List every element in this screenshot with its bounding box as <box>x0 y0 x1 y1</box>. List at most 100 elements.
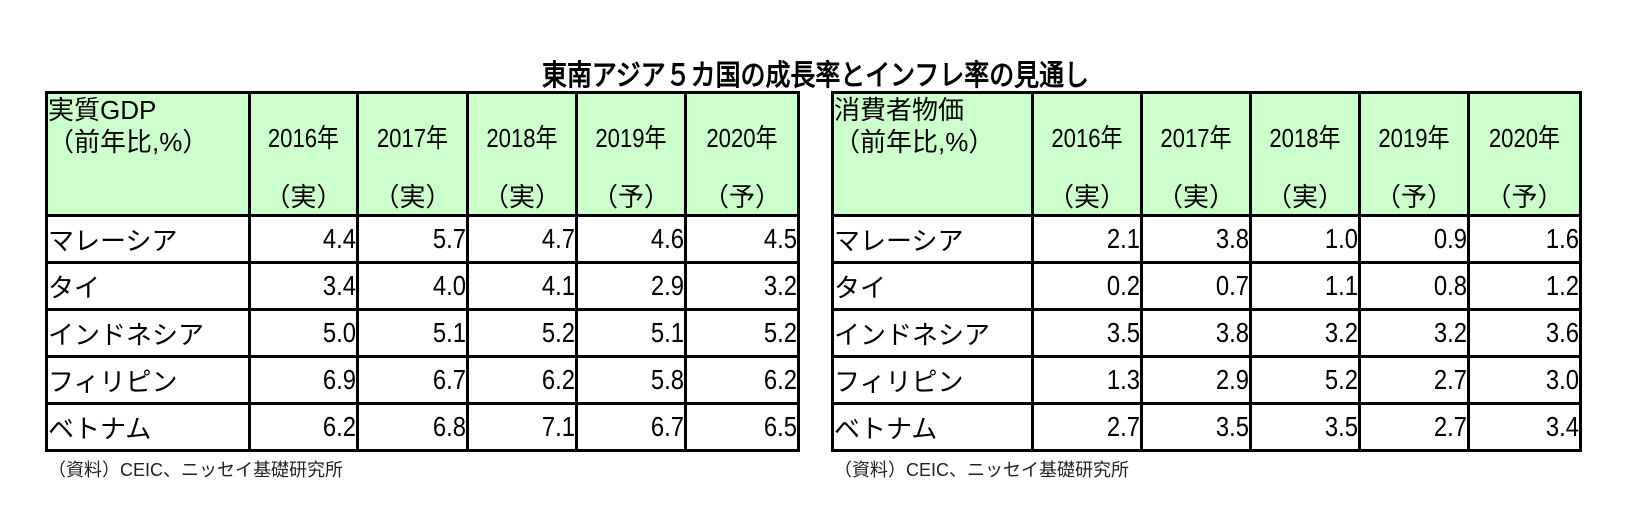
table-row: インドネシア 5.0 5.1 5.2 5.1 5.2 <box>45 308 800 358</box>
value-text: 0.2 <box>1106 270 1140 301</box>
column-year: 2020年 <box>1488 123 1561 153</box>
value-cell: 6.2 <box>248 402 359 452</box>
value-text: 3.5 <box>1215 411 1249 442</box>
country-name: フィリピン <box>45 355 251 405</box>
column-year: 2018年 <box>1269 123 1341 153</box>
value-text: 2.1 <box>1106 223 1140 254</box>
value-text: 4.7 <box>541 223 575 254</box>
value-text: 5.2 <box>763 317 797 348</box>
gdp-table: 実質GDP （前年比,%） 2016年 （実） 2017年 （実） 2018年 （実） 2019… <box>45 91 800 452</box>
value-cell: 0.8 <box>1358 261 1470 311</box>
value-text: 0.9 <box>1433 223 1467 254</box>
value-text: 1.2 <box>1545 270 1579 301</box>
value-cell: 3.5 <box>1249 402 1361 452</box>
column-kind: （予） <box>702 182 781 212</box>
value-cell: 1.1 <box>1249 261 1361 311</box>
value-cell: 6.2 <box>684 355 800 405</box>
column-header: 2016年 （実） <box>1031 91 1143 217</box>
value-text: 3.5 <box>1324 411 1358 442</box>
value-cell: 5.2 <box>1249 355 1361 405</box>
value-text: 2.7 <box>1433 364 1467 395</box>
column-kind: （予） <box>1374 182 1453 212</box>
value-cell: 0.2 <box>1031 261 1143 311</box>
value-cell: 3.5 <box>1140 402 1252 452</box>
value-text: 3.8 <box>1215 223 1249 254</box>
value-cell: 6.7 <box>575 402 687 452</box>
column-kind: （実） <box>482 182 561 212</box>
corner-label-line2: （前年比,%） <box>834 127 995 157</box>
value-text: 7.1 <box>541 411 575 442</box>
country-name: タイ <box>45 261 251 311</box>
value-text: 5.2 <box>1324 364 1358 395</box>
value-text: 6.2 <box>322 411 356 442</box>
value-cell: 5.2 <box>466 308 578 358</box>
value-text: 3.4 <box>322 270 356 301</box>
value-text: 1.1 <box>1324 270 1358 301</box>
value-cell: 3.4 <box>1467 402 1582 452</box>
value-text: 5.1 <box>650 317 684 348</box>
value-text: 2.7 <box>1433 411 1467 442</box>
table-row: マレーシア 4.4 5.7 4.7 4.6 4.5 <box>45 214 800 264</box>
column-year: 2019年 <box>1378 123 1450 153</box>
country-name: インドネシア <box>831 308 1034 358</box>
value-text: 6.5 <box>763 411 797 442</box>
value-cell: 1.6 <box>1467 214 1582 264</box>
value-text: 5.7 <box>432 223 466 254</box>
column-header: 2017年 （実） <box>1140 91 1252 217</box>
value-cell: 4.5 <box>684 214 800 264</box>
cpi-table: 消費者物価 （前年比,%） 2016年 （実） 2017年 （実） 2018年 （実） 2019… <box>831 91 1582 452</box>
value-cell: 5.7 <box>356 214 469 264</box>
value-text: 3.4 <box>1545 411 1579 442</box>
column-kind: （実） <box>1047 182 1126 212</box>
value-text: 3.2 <box>1433 317 1467 348</box>
value-text: 3.8 <box>1215 317 1249 348</box>
header-row: 消費者物価 （前年比,%） 2016年 （実） 2017年 （実） 2018年 （実） 2019… <box>831 91 1582 217</box>
country-name: ベトナム <box>45 402 251 452</box>
value-text: 5.2 <box>541 317 575 348</box>
value-text: 0.7 <box>1215 270 1249 301</box>
column-header: 2017年 （実） <box>356 91 469 217</box>
value-cell: 7.1 <box>466 402 578 452</box>
column-year: 2019年 <box>595 123 667 153</box>
value-cell: 4.6 <box>575 214 687 264</box>
column-kind: （実） <box>264 182 343 212</box>
country-name: タイ <box>831 261 1034 311</box>
value-cell: 3.2 <box>684 261 800 311</box>
value-text: 4.1 <box>541 270 575 301</box>
table-row: インドネシア 3.5 3.8 3.2 3.2 3.6 <box>831 308 1582 358</box>
column-header: 2018年 （実） <box>466 91 578 217</box>
value-cell: 1.2 <box>1467 261 1582 311</box>
table-row: タイ 3.4 4.0 4.1 2.9 3.2 <box>45 261 800 311</box>
column-year: 2017年 <box>376 123 449 153</box>
value-text: 6.2 <box>541 364 575 395</box>
value-cell: 4.1 <box>466 261 578 311</box>
country-name: フィリピン <box>831 355 1034 405</box>
value-cell: 1.0 <box>1249 214 1361 264</box>
gdp-source-note: （資料）CEIC、ニッセイ基礎研究所 <box>48 460 344 480</box>
value-text: 2.9 <box>650 270 684 301</box>
value-cell: 3.5 <box>1031 308 1143 358</box>
value-cell: 3.8 <box>1140 308 1252 358</box>
value-cell: 5.0 <box>248 308 359 358</box>
value-cell: 1.3 <box>1031 355 1143 405</box>
value-text: 4.4 <box>322 223 356 254</box>
table-row: タイ 0.2 0.7 1.1 0.8 1.2 <box>831 261 1582 311</box>
value-text: 6.7 <box>432 364 466 395</box>
value-cell: 5.1 <box>356 308 469 358</box>
country-name: ベトナム <box>831 402 1034 452</box>
header-row: 実質GDP （前年比,%） 2016年 （実） 2017年 （実） 2018年 （実） 2019… <box>45 91 800 217</box>
value-cell: 2.1 <box>1031 214 1143 264</box>
corner-label-line2: （前年比,%） <box>48 127 209 157</box>
value-cell: 6.8 <box>356 402 469 452</box>
corner-label-line1: 実質GDP <box>48 95 157 125</box>
value-text: 1.0 <box>1324 223 1358 254</box>
table-row: マレーシア 2.1 3.8 1.0 0.9 1.6 <box>831 214 1582 264</box>
column-kind: （予） <box>1485 182 1564 212</box>
value-cell: 4.7 <box>466 214 578 264</box>
value-cell: 4.4 <box>248 214 359 264</box>
country-name: マレーシア <box>45 214 251 264</box>
value-text: 3.6 <box>1545 317 1579 348</box>
corner-header: 実質GDP （前年比,%） <box>45 91 251 217</box>
value-cell: 4.0 <box>356 261 469 311</box>
column-header: 2018年 （実） <box>1249 91 1361 217</box>
